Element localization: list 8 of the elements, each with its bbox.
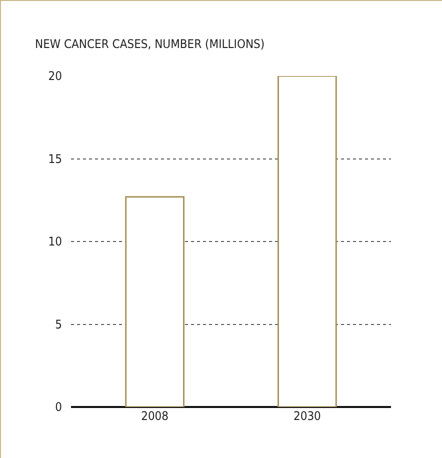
y-tick-label: 15	[48, 152, 62, 166]
x-tick-label: 2030	[293, 409, 322, 423]
y-tick-label: 5	[55, 317, 62, 332]
y-tick-label: 20	[48, 69, 62, 84]
y-tick-label: 0	[55, 400, 62, 414]
y-axis-title: NEW CANCER CASES, NUMBER (MILLIONS)	[35, 37, 265, 51]
x-tick-label: 2008	[141, 409, 169, 423]
y-tick-label: 10	[48, 234, 62, 249]
